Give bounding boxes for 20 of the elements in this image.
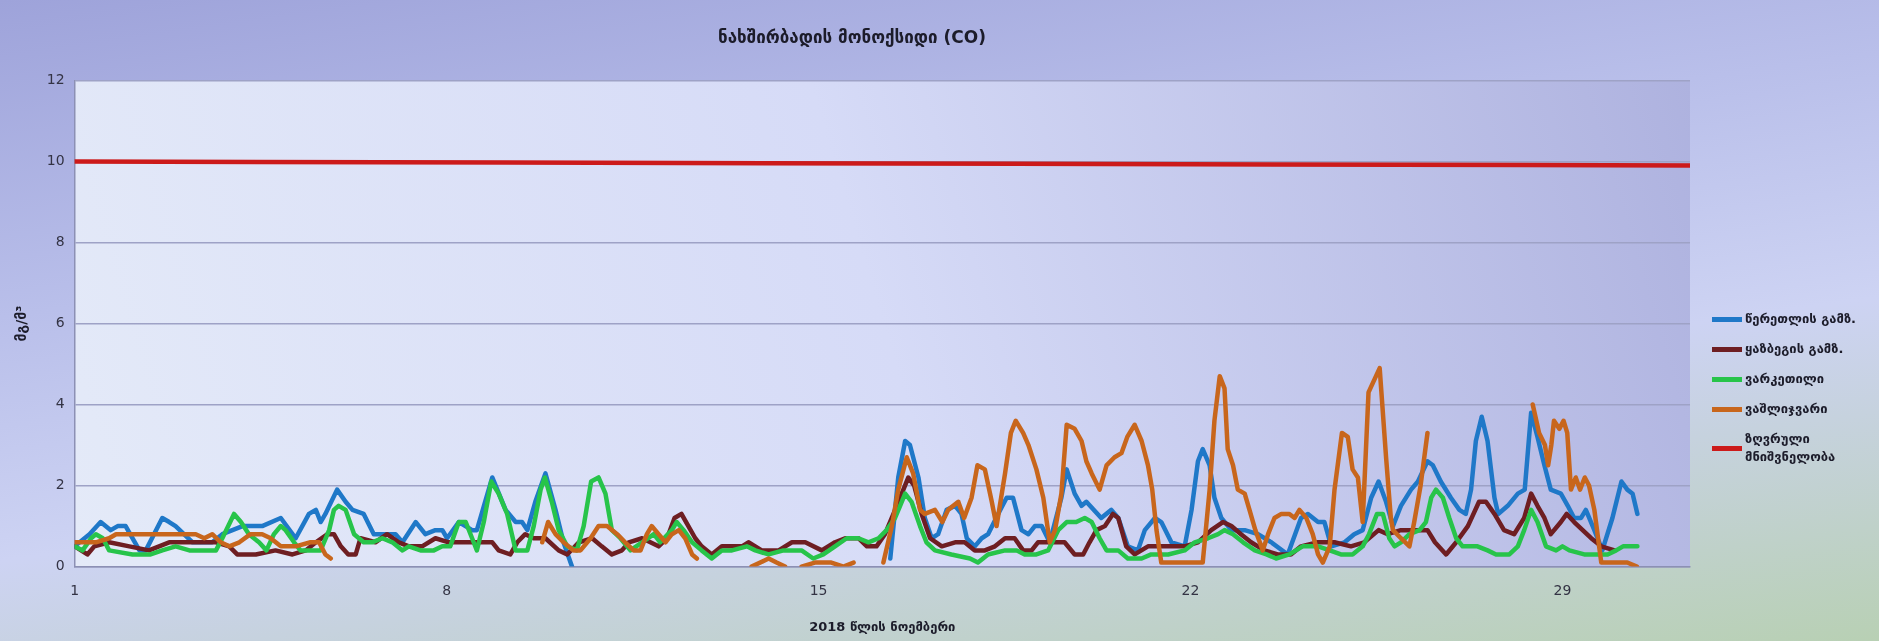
y-tick-label: 0 — [55, 557, 65, 574]
legend-label: ვარკეთილი — [1745, 370, 1826, 388]
x-tick-label: 29 — [1553, 581, 1572, 598]
y-tick-label: 8 — [55, 233, 65, 250]
legend-label: ყაზბეგის გამზ. — [1745, 340, 1845, 358]
legend-label: ვაშლიჯვარი — [1745, 400, 1829, 418]
x-tick-label: 8 — [442, 581, 452, 598]
y-tick-label: 12 — [46, 71, 65, 88]
legend-label: წერეთლის გამზ. — [1745, 310, 1858, 328]
y-tick-label: 4 — [55, 395, 65, 412]
y-tick-label: 2 — [55, 476, 65, 493]
chart-title: ნახშირბადის მონოქსიდი (CO) — [718, 26, 986, 47]
x-tick-label: 22 — [1181, 581, 1200, 598]
y-tick-label: 6 — [55, 314, 65, 331]
legend-label: ზღვრული მნიშვნელობა — [1745, 430, 1837, 466]
y-tick-label: 10 — [46, 152, 65, 169]
x-axis-title: 2018 წლის ნოემბერი — [809, 618, 956, 634]
x-tick-label: 15 — [809, 581, 828, 598]
y-axis-title: მგ/მ³ — [13, 305, 30, 342]
x-tick-label: 1 — [70, 581, 80, 598]
